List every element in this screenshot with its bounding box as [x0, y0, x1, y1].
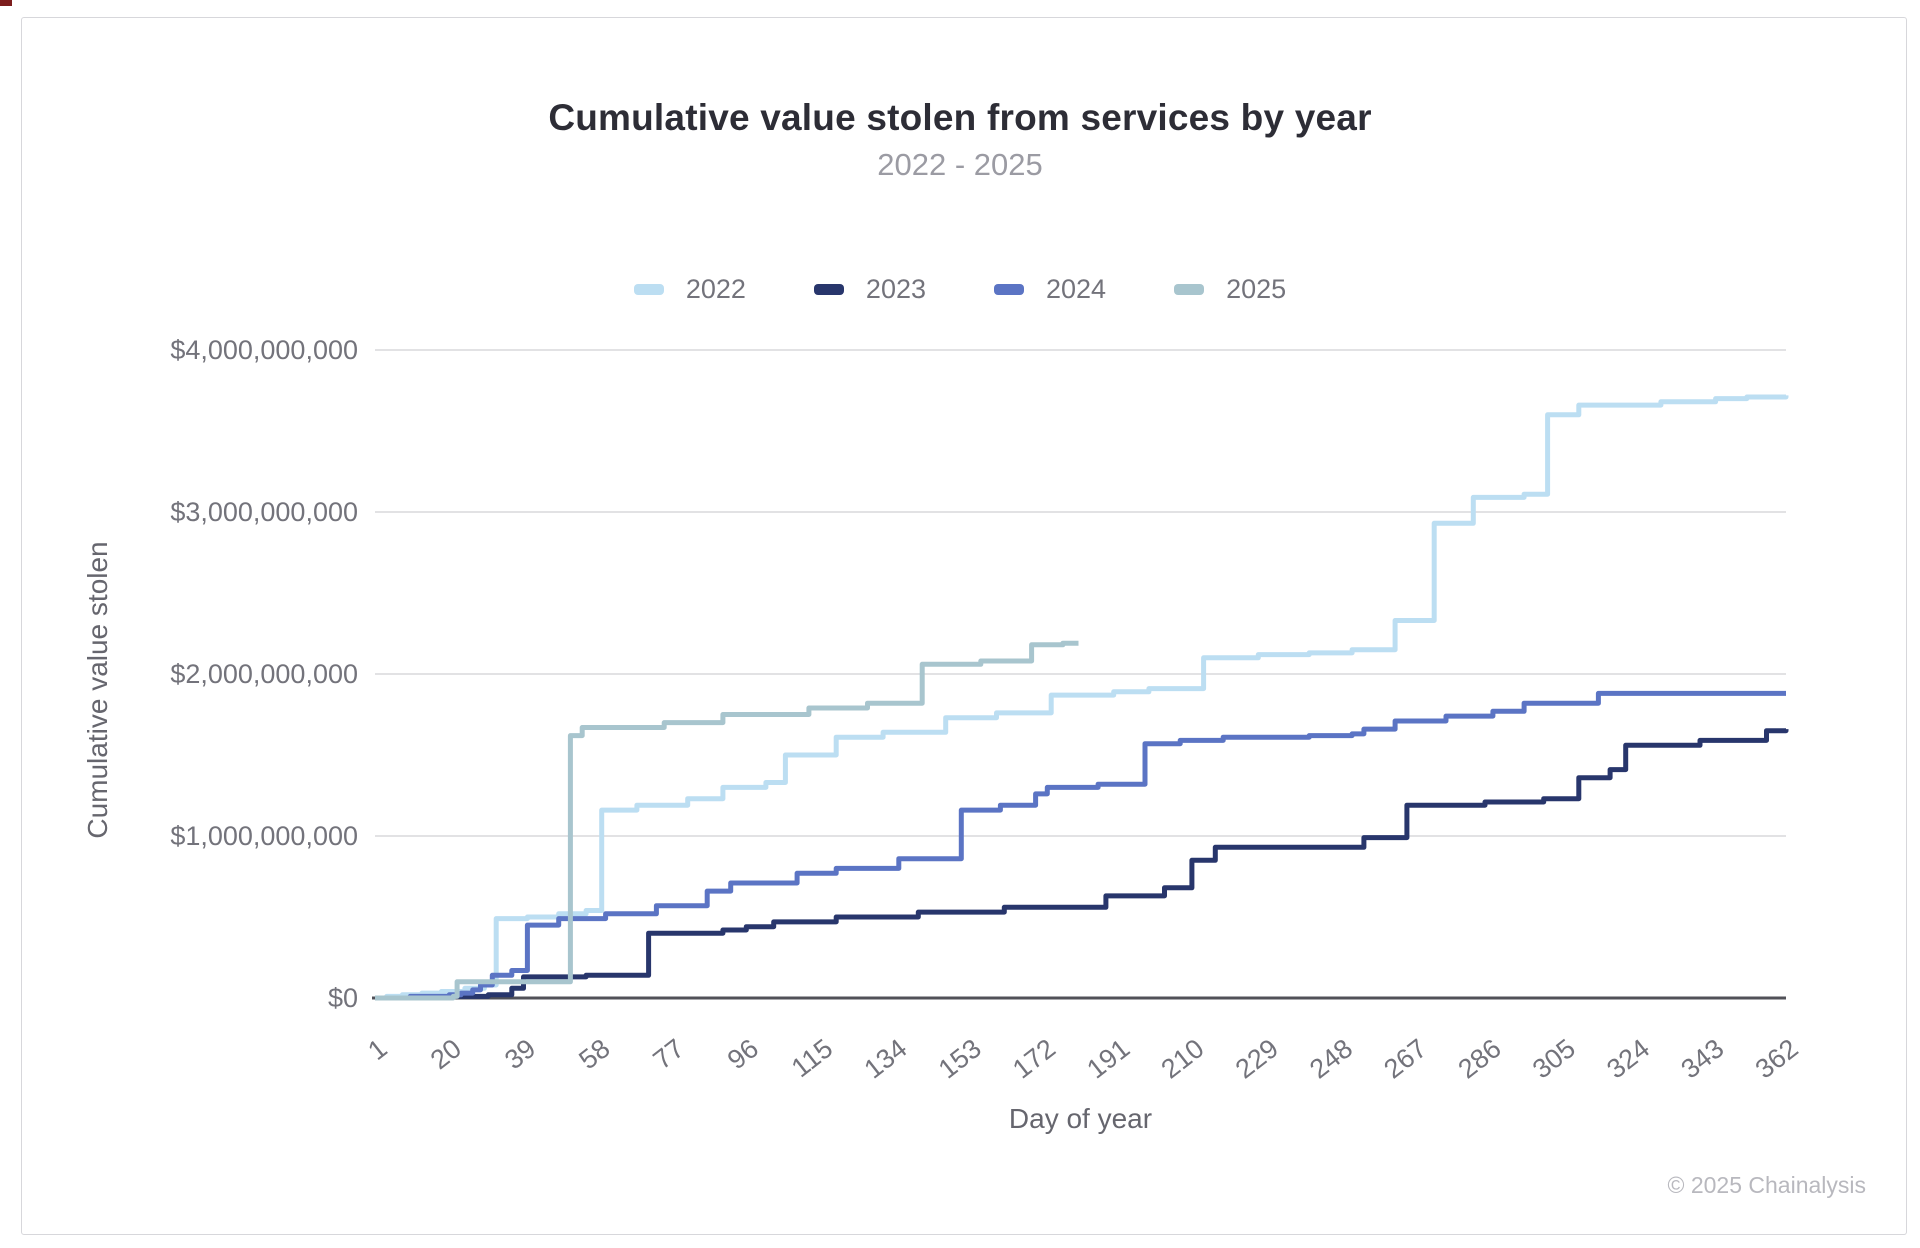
x-tick-label: 267	[1378, 1033, 1432, 1084]
x-tick-label: 172	[1007, 1033, 1061, 1084]
x-tick-label: 362	[1750, 1033, 1804, 1084]
x-tick-label: 305	[1527, 1033, 1581, 1084]
legend-swatch-icon	[1174, 284, 1205, 295]
legend-label: 2025	[1226, 274, 1287, 304]
y-tick-label: $0	[328, 983, 358, 1013]
y-tick-label: $1,000,000,000	[170, 821, 358, 851]
legend-label: 2024	[1046, 274, 1107, 304]
x-tick-label: 77	[648, 1033, 690, 1075]
x-tick-label: 96	[722, 1033, 764, 1075]
legend-label: 2023	[865, 274, 926, 304]
series-line-2023	[375, 728, 1789, 1001]
series-line-2024	[375, 690, 1786, 1001]
x-tick-label: 58	[573, 1033, 615, 1075]
chart-subtitle: 2022 - 2025	[877, 147, 1043, 182]
x-tick-label: 343	[1675, 1033, 1729, 1084]
x-tick-label: 115	[786, 1033, 838, 1083]
legend: 2022 2023 2024 2025	[0, 274, 1920, 305]
y-axis-title: Cumulative value stolen	[82, 541, 113, 838]
legend-label: 2022	[685, 274, 746, 304]
legend-swatch-icon	[813, 284, 844, 295]
x-tick-label: 39	[499, 1033, 541, 1075]
legend-swatch-icon	[994, 284, 1024, 295]
legend-item-2024[interactable]: 2024	[994, 274, 1106, 305]
legend-swatch-icon	[633, 284, 664, 295]
series-line-2025	[375, 640, 1079, 1001]
x-tick-label: 153	[933, 1033, 987, 1084]
x-tick-label: 1	[362, 1033, 392, 1066]
chart-title: Cumulative value stolen from services by…	[548, 97, 1372, 138]
y-tick-label: $3,000,000,000	[170, 497, 358, 527]
x-tick-label: 210	[1156, 1033, 1210, 1084]
x-tick-label: 286	[1453, 1033, 1507, 1084]
copyright-credit: © 2025 Chainalysis	[1667, 1172, 1867, 1198]
screenshot-corner-artifact	[0, 0, 12, 6]
legend-item-2023[interactable]: 2023	[813, 274, 926, 305]
legend-item-2022[interactable]: 2022	[633, 274, 746, 305]
x-tick-label: 324	[1601, 1033, 1655, 1084]
legend-item-2025[interactable]: 2025	[1174, 274, 1286, 305]
x-tick-label: 191	[1081, 1033, 1135, 1084]
x-tick-label: 134	[859, 1033, 913, 1084]
x-tick-label: 229	[1230, 1033, 1284, 1084]
y-tick-label: $2,000,000,000	[170, 659, 358, 689]
x-axis-title: Day of year	[1009, 1103, 1152, 1134]
x-tick-label: 248	[1304, 1033, 1358, 1084]
y-tick-label: $4,000,000,000	[170, 335, 358, 365]
x-tick-label: 20	[425, 1033, 467, 1075]
